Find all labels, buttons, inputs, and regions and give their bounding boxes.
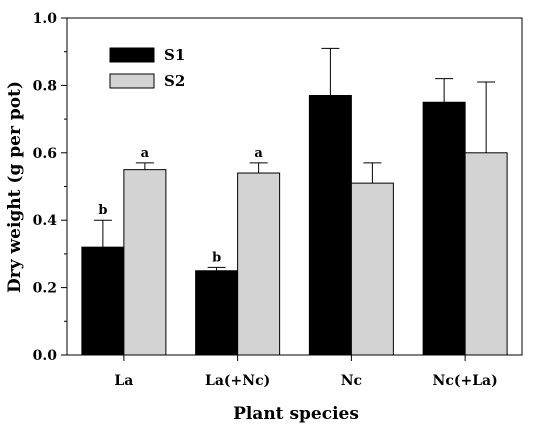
y-tick-label: 0.0	[33, 348, 58, 364]
significance-label: a	[254, 146, 263, 161]
significance-label: b	[98, 203, 107, 218]
bar-s2-4	[464, 152, 508, 356]
plot-frame	[66, 17, 523, 356]
legend-label-s2: S2	[164, 72, 185, 90]
y-tick-label: 0.6	[33, 146, 57, 162]
bar-s2-3	[350, 182, 394, 356]
legend-swatch-s2	[109, 73, 155, 89]
error-bars-layer	[93, 47, 496, 271]
bar-s1-1	[81, 246, 125, 356]
y-axis-title: Dry weight (g per pot)	[5, 81, 25, 293]
y-tick-label: 0.8	[33, 78, 57, 94]
significance-label: a	[141, 146, 150, 161]
x-tick-label: La	[114, 373, 133, 389]
legend-swatch-s1	[109, 47, 155, 63]
bars-layer	[81, 95, 508, 356]
x-tick-label: La(+Nc)	[205, 373, 270, 389]
axes-layer: La La(+Nc) Nc Nc(+La) 0.0 0.2 0.4 0.6 0.8 1.0	[33, 11, 523, 389]
bar-s1-2	[195, 270, 239, 356]
y-tick-label: 1.0	[33, 11, 58, 27]
x-tick-label: Nc	[341, 373, 362, 389]
x-tick-label: Nc(+La)	[433, 373, 498, 389]
bar-s1-4	[422, 101, 466, 356]
significance-labels-layer: b a b a	[98, 146, 263, 265]
legend-label-s1: S1	[164, 46, 185, 64]
bar-s2-2	[237, 172, 281, 356]
significance-label: b	[212, 250, 221, 265]
y-tick-label: 0.4	[33, 213, 58, 229]
y-tick-label: 0.2	[33, 281, 57, 297]
bar-s2-1	[123, 169, 167, 356]
bar-s1-3	[308, 95, 352, 356]
x-axis-title: Plant species	[233, 404, 359, 424]
